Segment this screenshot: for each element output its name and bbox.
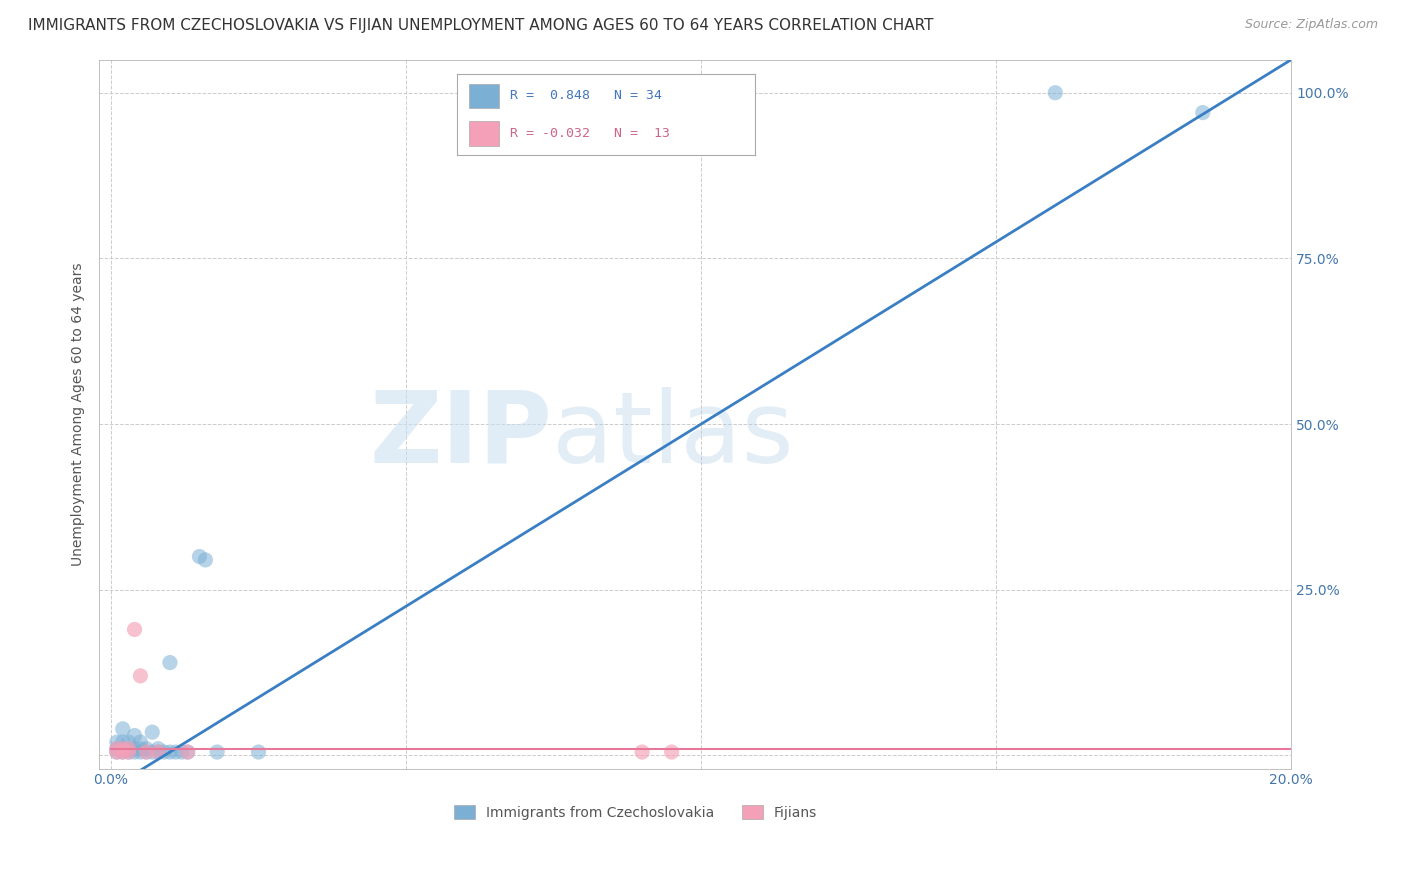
Point: [1045, 86, 1067, 100]
Point: [661, 745, 683, 759]
Point: [1191, 105, 1213, 120]
Text: ZIP: ZIP: [370, 387, 553, 483]
Point: [124, 745, 146, 759]
Point: [170, 745, 193, 759]
Point: [117, 741, 139, 756]
Point: [129, 669, 152, 683]
Point: [111, 745, 134, 759]
Point: [146, 741, 169, 756]
Point: [141, 725, 163, 739]
Point: [159, 656, 181, 670]
Point: [117, 745, 139, 759]
Point: [105, 745, 128, 759]
Point: [124, 741, 146, 756]
Point: [105, 745, 128, 759]
Point: [146, 745, 169, 759]
Point: [111, 722, 134, 736]
Point: [105, 735, 128, 749]
Point: [117, 745, 139, 759]
Point: [176, 745, 198, 759]
Point: [165, 745, 187, 759]
Text: atlas: atlas: [553, 387, 794, 483]
Point: [247, 745, 270, 759]
Point: [194, 553, 217, 567]
Point: [188, 549, 211, 564]
Point: [205, 745, 228, 759]
Point: [105, 741, 128, 756]
Point: [105, 741, 128, 756]
Text: Source: ZipAtlas.com: Source: ZipAtlas.com: [1244, 18, 1378, 31]
Point: [129, 741, 152, 756]
Point: [129, 745, 152, 759]
Point: [117, 741, 139, 756]
Point: [117, 735, 139, 749]
Point: [111, 741, 134, 756]
Point: [153, 745, 176, 759]
Y-axis label: Unemployment Among Ages 60 to 64 years: Unemployment Among Ages 60 to 64 years: [72, 262, 86, 566]
Point: [111, 735, 134, 749]
Point: [141, 745, 163, 759]
Point: [124, 729, 146, 743]
Point: [124, 623, 146, 637]
Text: IMMIGRANTS FROM CZECHOSLOVAKIA VS FIJIAN UNEMPLOYMENT AMONG AGES 60 TO 64 YEARS : IMMIGRANTS FROM CZECHOSLOVAKIA VS FIJIAN…: [28, 18, 934, 33]
Point: [111, 741, 134, 756]
Point: [135, 745, 157, 759]
Point: [129, 735, 152, 749]
Point: [111, 745, 134, 759]
Legend: Immigrants from Czechoslovakia, Fijians: Immigrants from Czechoslovakia, Fijians: [449, 799, 823, 825]
Point: [135, 745, 157, 759]
Point: [176, 745, 198, 759]
Point: [135, 741, 157, 756]
Point: [631, 745, 654, 759]
Point: [159, 745, 181, 759]
Point: [146, 745, 169, 759]
